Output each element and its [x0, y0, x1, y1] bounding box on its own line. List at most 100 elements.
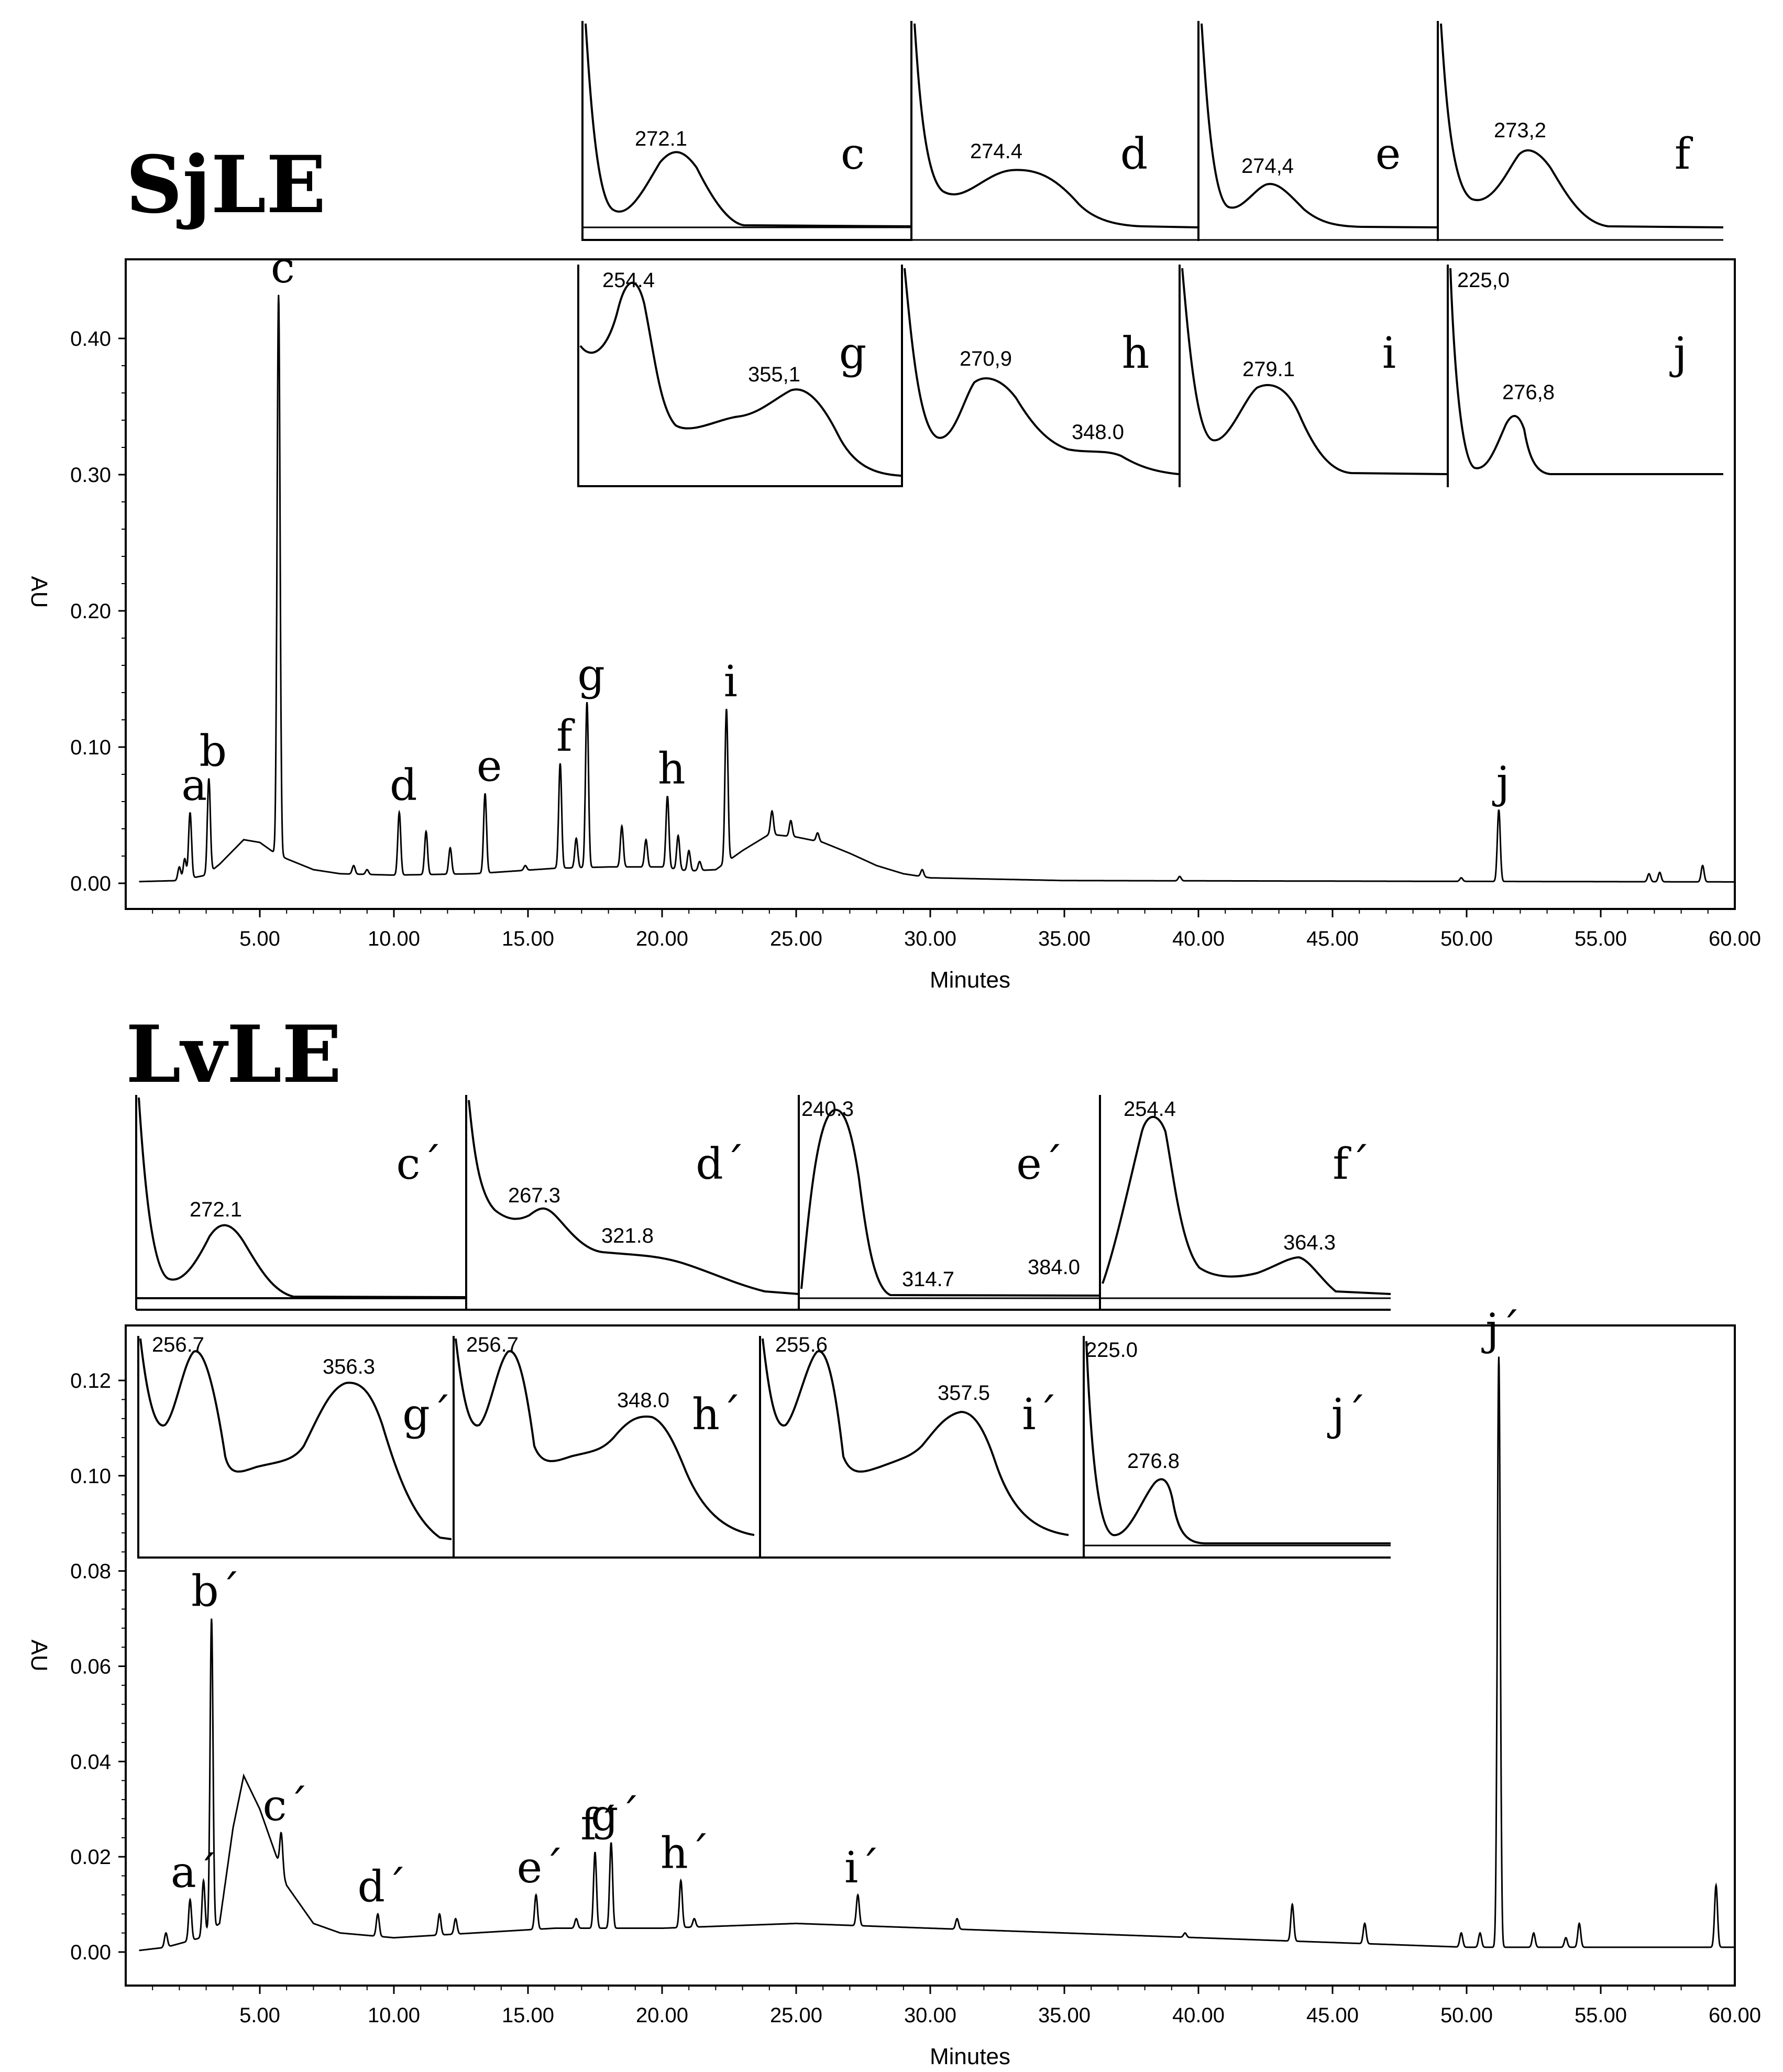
uv-inset-j-prime-max-2: 276.8	[1127, 1450, 1180, 1473]
uv-inset-d-max-1: 274.4	[970, 140, 1022, 163]
uv-inset-c-max-1: 272.1	[635, 127, 687, 150]
peak-label: c´	[262, 1781, 308, 1831]
uv-inset-g-prime: 256.7 356.3 g´	[137, 1331, 452, 1561]
x-tick-label: 30.00	[904, 927, 956, 950]
uv-inset-j-prime: 225.0 276.8 j´	[1083, 1331, 1392, 1561]
uv-inset-e-label: e	[1375, 129, 1401, 179]
sjle-axis-ticks: 0.00 0.10 0.20 0.30 0.40 5.00 10.00 15.00 20.00 2…	[70, 327, 1761, 950]
peak-label: i	[724, 657, 738, 707]
peak-label: h	[658, 744, 686, 794]
sjle-chromatogram-trace	[139, 294, 1735, 883]
uv-inset-c: 272.1 c	[581, 21, 912, 241]
uv-inset-g-max-1: 254.4	[602, 269, 655, 292]
y-tick-label: 0.30	[70, 464, 111, 487]
uv-inset-e-prime-max-1: 240.3	[801, 1098, 854, 1121]
x-tick-label: 35.00	[1038, 2004, 1091, 2027]
uv-inset-i-label: i	[1382, 328, 1396, 378]
uv-inset-f-label: f	[1675, 129, 1693, 179]
peak-label: b´	[191, 1567, 240, 1617]
x-tick-label: 50.00	[1440, 927, 1493, 950]
uv-inset-e-max-1: 274,4	[1241, 155, 1294, 178]
uv-inset-j-max-2: 276,8	[1502, 381, 1555, 404]
sjle-y-axis-label: AU	[26, 576, 52, 608]
x-tick-label: 10.00	[368, 927, 420, 950]
uv-inset-e-prime-max-2: 314.7	[902, 1268, 954, 1291]
peak-label: e´	[517, 1843, 564, 1893]
uv-inset-d-label: d	[1120, 129, 1148, 179]
x-tick-label: 50.00	[1440, 2004, 1493, 2027]
lvle-chromatogram-trace	[139, 1356, 1735, 1952]
uv-inset-f-prime: 254.4 364.3 f´	[1099, 1095, 1391, 1310]
peak-label: c	[271, 243, 295, 293]
lvle-title: LvLE	[126, 1008, 342, 1101]
peak-label: a´	[171, 1848, 218, 1898]
lvle-peak-labels: a´b´c´d´ e´f´g´h´ i´j´	[171, 1305, 1521, 1912]
lvle-x-axis-label: Minutes	[930, 2044, 1010, 2069]
uv-inset-d-prime-max-1: 267.3	[508, 1184, 560, 1207]
y-tick-label: 0.10	[70, 736, 111, 759]
peak-label: b	[199, 727, 227, 776]
sjle-panel: SjLE Minutes AU 0.00 0.10 0.20 0.30 0.40 5.00…	[26, 21, 1761, 993]
uv-inset-c-prime-label: c´	[397, 1139, 442, 1189]
uv-inset-e: 274,4 e	[1197, 21, 1438, 241]
x-tick-label: 15.00	[502, 927, 554, 950]
uv-inset-d-prime-label: d´	[696, 1139, 745, 1189]
peak-label: a	[181, 761, 207, 810]
uv-inset-f-prime-max-1: 254.4	[1124, 1098, 1176, 1121]
uv-inset-i-max-1: 279.1	[1242, 358, 1295, 381]
uv-inset-c-label: c	[841, 129, 865, 179]
sjle-x-axis-label: Minutes	[930, 967, 1010, 993]
uv-inset-i-prime-max-1: 255.6	[775, 1333, 828, 1356]
uv-inset-j-prime-max-1: 225.0	[1085, 1339, 1138, 1362]
x-tick-label: 20.00	[636, 2004, 688, 2027]
uv-inset-h: 270,9 348.0 h	[901, 265, 1179, 487]
uv-inset-h-prime: 256.7 348.0 h´	[452, 1331, 758, 1561]
lvle-y-axis-label: AU	[26, 1639, 52, 1671]
uv-inset-g-max-2: 355,1	[748, 363, 800, 386]
x-tick-label: 25.00	[770, 2004, 822, 2027]
uv-inset-h-prime-max-1: 256.7	[466, 1333, 519, 1356]
x-tick-label: 30.00	[904, 2004, 956, 2027]
uv-inset-e-prime: 240.3 314.7 384.0 e´	[798, 1095, 1100, 1310]
x-tick-label: 45.00	[1306, 927, 1359, 950]
peak-label: j	[1492, 758, 1510, 808]
lvle-panel: LvLE Minutes AU 0.00 0.02 0.04 0.06 0.08 0.10…	[26, 1008, 1761, 2069]
uv-inset-g-label: g	[839, 328, 867, 378]
uv-inset-g-prime-max-2: 356.3	[323, 1355, 375, 1378]
y-tick-label: 0.04	[70, 1750, 111, 1773]
x-tick-label: 40.00	[1172, 927, 1225, 950]
uv-inset-f-prime-max-2: 364.3	[1283, 1231, 1336, 1254]
uv-inset-g-prime-max-1: 256.7	[152, 1333, 204, 1356]
peak-label: g	[577, 650, 605, 700]
uv-inset-c-prime: 272.1 c´	[135, 1095, 1391, 1311]
sjle-title: SjLE	[126, 139, 326, 231]
peak-label: j´	[1481, 1305, 1520, 1355]
x-tick-label: 25.00	[770, 927, 822, 950]
uv-inset-i-prime-max-2: 357.5	[938, 1382, 990, 1405]
uv-inset-j-max-1: 225,0	[1457, 269, 1510, 292]
uv-inset-e-prime-max-3: 384.0	[1028, 1256, 1080, 1279]
peak-label: h´	[661, 1829, 710, 1879]
y-tick-label: 0.10	[70, 1465, 111, 1488]
y-tick-label: 0.00	[70, 872, 111, 895]
uv-inset-f-prime-label: f´	[1333, 1139, 1370, 1189]
y-tick-label: 0.00	[70, 1941, 111, 1964]
uv-inset-g: 254.4 355,1 g	[577, 265, 1723, 487]
x-tick-label: 45.00	[1306, 2004, 1359, 2027]
uv-inset-d-prime-max-2: 321.8	[601, 1224, 654, 1247]
x-tick-label: 10.00	[368, 2004, 420, 2027]
peak-label: e	[477, 741, 502, 791]
uv-inset-i-prime: 255.6 357.5 i´	[758, 1331, 1083, 1561]
uv-inset-h-label: h	[1122, 328, 1150, 378]
uv-inset-f-max-1: 273,2	[1494, 119, 1546, 142]
peak-label: d´	[358, 1862, 407, 1912]
y-tick-label: 0.20	[70, 600, 111, 623]
y-tick-label: 0.02	[70, 1846, 111, 1869]
uv-inset-d-prime: 267.3 321.8 d´	[465, 1095, 799, 1310]
x-tick-label: 60.00	[1709, 2004, 1761, 2027]
x-tick-label: 40.00	[1172, 2004, 1225, 2027]
uv-inset-j-prime-label: j´	[1327, 1390, 1366, 1440]
peak-label: i´	[844, 1843, 879, 1893]
peak-label: f	[556, 711, 575, 761]
